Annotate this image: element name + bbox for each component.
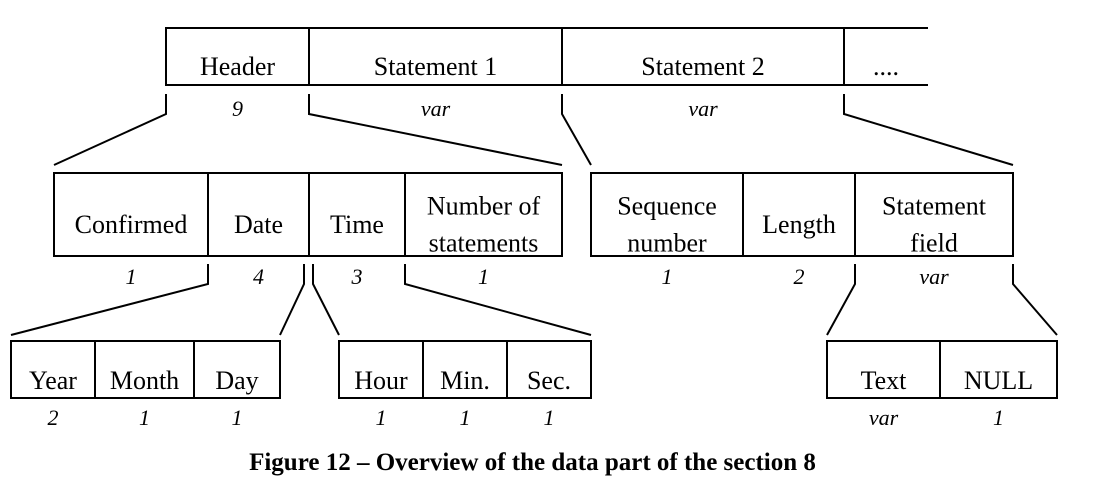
time-expansion-left xyxy=(312,264,340,336)
field-statement-1: Statement 1 xyxy=(374,52,497,81)
field-date: Date xyxy=(234,210,283,239)
field-statement-field: Statement field xyxy=(882,192,987,258)
date-expansion-right xyxy=(279,264,305,336)
field-boxes xyxy=(10,27,1058,399)
size-time: 3 xyxy=(351,264,363,289)
field-statement-2: Statement 2 xyxy=(641,52,764,81)
field-year: Year xyxy=(29,366,77,395)
top-row-outline xyxy=(165,27,928,86)
size-sec: 1 xyxy=(544,405,555,430)
field-null: NULL xyxy=(964,366,1033,395)
size-month: 1 xyxy=(139,405,150,430)
field-sizes: 9 var var 1 4 3 1 1 2 var 2 1 1 1 1 1 var 1 xyxy=(48,96,1005,430)
header-expansion-right xyxy=(308,94,563,166)
size-statement-1: var xyxy=(421,96,451,121)
statement-field-expansion-right xyxy=(1012,264,1058,336)
size-date: 4 xyxy=(253,264,264,289)
field-: .... xyxy=(873,52,899,81)
field-sec: Sec. xyxy=(527,366,571,395)
figure-caption: Figure 12 – Overview of the data part of… xyxy=(249,449,816,476)
size-statement-field: var xyxy=(919,264,949,289)
field-hour: Hour xyxy=(354,366,408,395)
field-header: Header xyxy=(200,52,275,81)
field-confirmed: Confirmed xyxy=(75,210,188,239)
size-statement-2: var xyxy=(688,96,718,121)
field-text: Text xyxy=(861,366,908,395)
field-min: Min. xyxy=(440,366,490,395)
size-header: 9 xyxy=(232,96,243,121)
size-hour: 1 xyxy=(376,405,387,430)
field-time: Time xyxy=(330,210,384,239)
field-labels: Header Statement 1 Statement 2 .... Confirme… xyxy=(29,52,1033,395)
field-sequence-number: Sequence number xyxy=(617,192,717,258)
size-year: 2 xyxy=(48,405,59,430)
statement1-expansion-right xyxy=(843,94,1014,166)
size-length: 2 xyxy=(794,264,805,289)
field-length: Length xyxy=(762,210,836,239)
time-expansion-right xyxy=(404,264,592,336)
size-text: var xyxy=(869,405,899,430)
field-month: Month xyxy=(110,366,179,395)
date-expansion-left xyxy=(10,264,209,336)
statement1-expansion-left xyxy=(561,94,592,166)
size-number-of-statements: 1 xyxy=(478,264,489,289)
field-day: Day xyxy=(215,366,258,395)
size-confirmed: 1 xyxy=(126,264,137,289)
size-null: 1 xyxy=(993,405,1004,430)
field-number-of-statements: Number of statements xyxy=(427,192,541,258)
statement-row-outline xyxy=(590,172,1014,257)
size-day: 1 xyxy=(232,405,243,430)
statement-field-expansion-left xyxy=(826,264,856,336)
size-min: 1 xyxy=(460,405,471,430)
size-sequence-number: 1 xyxy=(662,264,673,289)
header-expansion-left xyxy=(53,94,167,166)
connector-lines xyxy=(10,94,1058,336)
date-row-outline xyxy=(10,340,281,399)
field-row-outline xyxy=(826,340,1058,399)
